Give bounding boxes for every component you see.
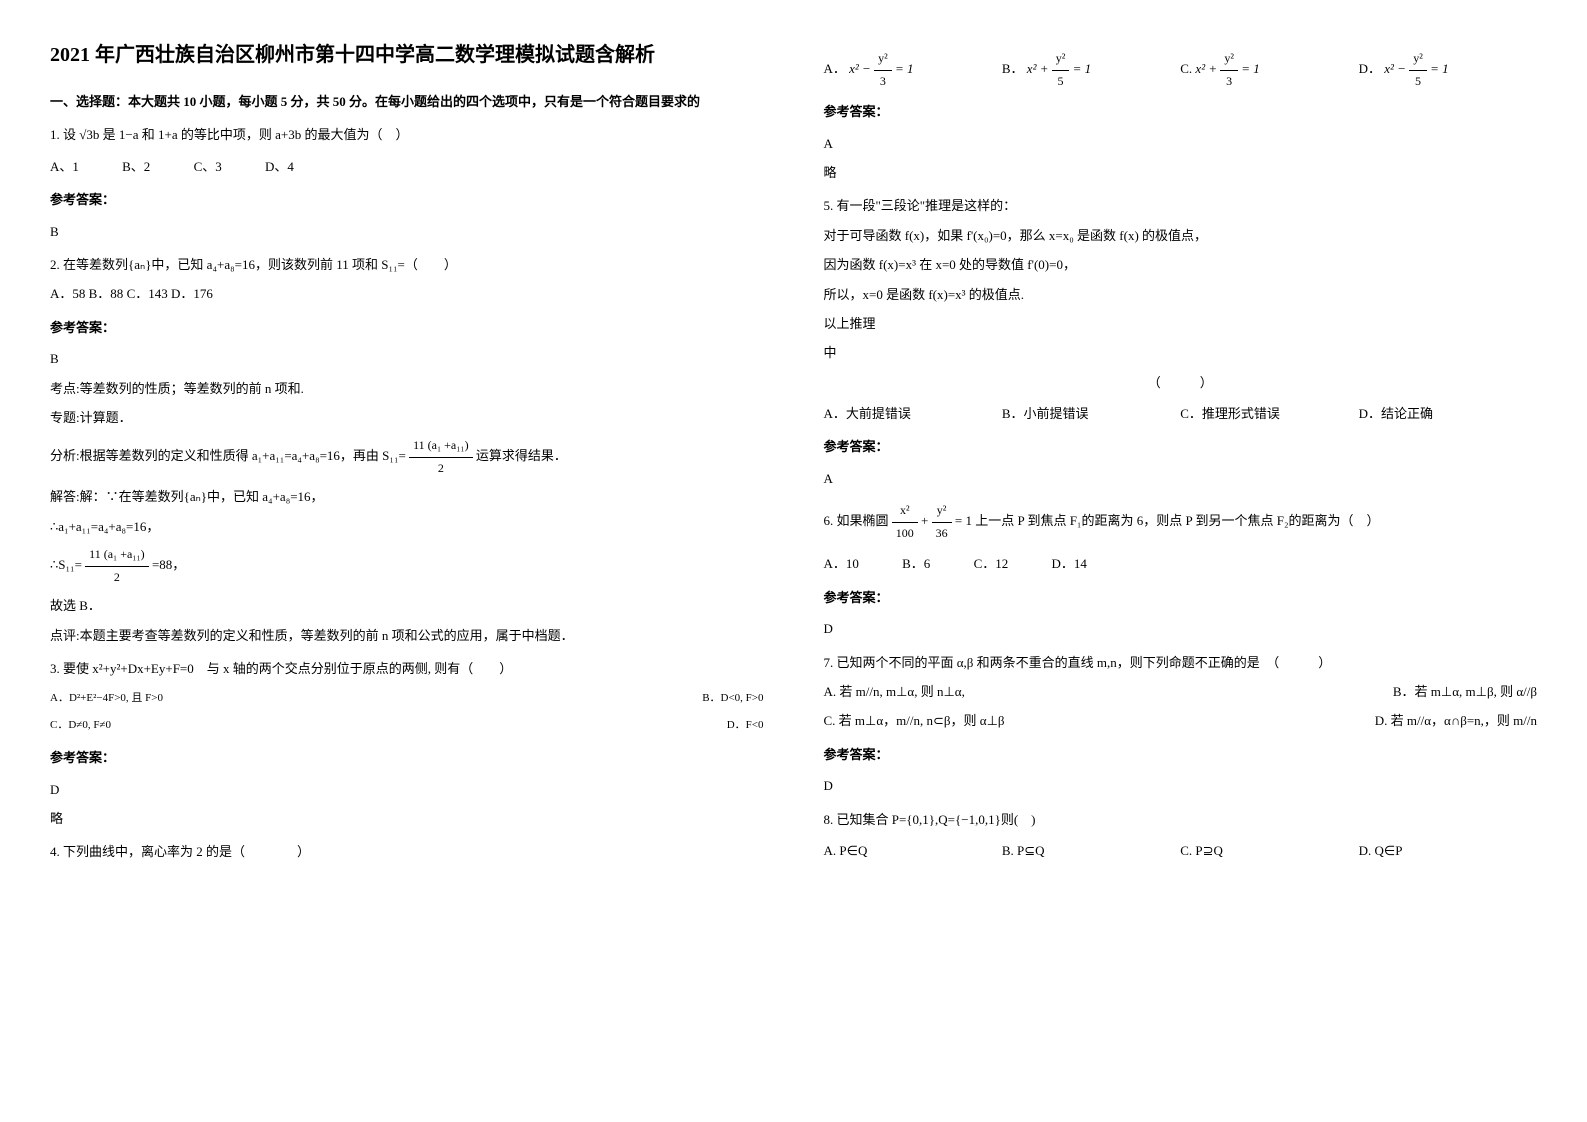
question-5: 5. 有一段"三段论"推理是这样的： 对于可导函数 f(x)，如果 f'(x₀)… bbox=[824, 194, 1538, 425]
q5-paren: （ ） bbox=[824, 371, 1538, 394]
q7-opt-b: B．若 m⊥α, m⊥β, 则 α//β bbox=[1393, 680, 1537, 703]
q3-opt-c: C．D≠0, F≠0 bbox=[50, 716, 111, 736]
q6-options: A．10 B．6 C．12 D．14 bbox=[824, 552, 1538, 575]
q4-opt-c: C. x² + y²3 = 1 bbox=[1180, 48, 1358, 92]
q6-opt-a: A．10 bbox=[824, 552, 859, 575]
q1-options: A、1 B、2 C、3 D、4 bbox=[50, 155, 764, 178]
answer-label-1: 参考答案： bbox=[50, 188, 764, 211]
q2-explain3: 分析:根据等差数列的定义和性质得 a₁+a₁₁=a₄+a₈=16，再由 S₁₁=… bbox=[50, 435, 764, 479]
answer-label-7: 参考答案： bbox=[824, 743, 1538, 766]
q5-options: A．大前提错误 B．小前提错误 C．推理形式错误 D．结论正确 bbox=[824, 402, 1538, 425]
q2-text: 2. 在等差数列{aₙ}中，已知 a₄+a₈=16，则该数列前 11 项和 S₁… bbox=[50, 253, 764, 276]
q2-opt-d: D．176 bbox=[171, 286, 213, 301]
q5-opt-c: C．推理形式错误 bbox=[1180, 402, 1358, 425]
q4-text: 4. 下列曲线中，离心率为 2 的是（ ） bbox=[50, 840, 764, 863]
q3-skip: 略 bbox=[50, 807, 764, 830]
answer-label-3: 参考答案： bbox=[50, 746, 764, 769]
section-header: 一、选择题：本大题共 10 小题，每小题 5 分，共 50 分。在每小题给出的四… bbox=[50, 90, 764, 113]
q3-answer: D bbox=[50, 778, 764, 801]
q8-opt-d: D. Q∈P bbox=[1359, 839, 1537, 862]
q2-explain7: 故选 B． bbox=[50, 594, 764, 617]
q2-answer: B bbox=[50, 347, 764, 370]
answer-label-2: 参考答案： bbox=[50, 316, 764, 339]
q1-opt-b: B、2 bbox=[122, 155, 150, 178]
question-1: 1. 设 √3b 是 1−a 和 1+a 的等比中项，则 a+3b 的最大值为（… bbox=[50, 123, 764, 178]
q5-line3: 所以，x=0 是函数 f(x)=x³ 的极值点. bbox=[824, 283, 1538, 306]
q4-answer: A bbox=[824, 132, 1538, 155]
q4-opt-d: D． x² − y²5 = 1 bbox=[1359, 48, 1537, 92]
q7-opt-d: D. 若 m//α，α∩β=n,，则 m//n bbox=[1375, 709, 1537, 732]
q2-explain1: 考点:等差数列的性质；等差数列的前 n 项和. bbox=[50, 377, 764, 400]
q3-opt-a: A．D²+E²−4F>0, 且 F>0 bbox=[50, 689, 163, 709]
question-2: 2. 在等差数列{aₙ}中，已知 a₄+a₈=16，则该数列前 11 项和 S₁… bbox=[50, 253, 764, 306]
question-4: 4. 下列曲线中，离心率为 2 的是（ ） bbox=[50, 840, 764, 863]
q6-text: 6. 如果椭圆 x² 100 + y² 36 = 1 上一点 P 到焦点 F₁的… bbox=[824, 500, 1538, 544]
q1-opt-d: D、4 bbox=[265, 155, 294, 178]
q1-opt-a: A、1 bbox=[50, 155, 79, 178]
answer-label-5: 参考答案： bbox=[824, 435, 1538, 458]
q1-opt-c: C、3 bbox=[194, 155, 222, 178]
q7-opt-a: A. 若 m//n, m⊥α, 则 n⊥α, bbox=[824, 680, 965, 703]
q6-opt-c: C．12 bbox=[974, 552, 1009, 575]
q2-opt-b: B．88 bbox=[89, 286, 124, 301]
q4-opt-a: A． x² − y²3 = 1 bbox=[824, 48, 1002, 92]
q3-opt-d: D．F<0 bbox=[727, 716, 764, 736]
q8-options: A. P∈Q B. P⊆Q C. P⊇Q D. Q∈P bbox=[824, 839, 1538, 862]
right-column: A． x² − y²3 = 1 B． x² + y²5 = 1 C. x² + … bbox=[824, 40, 1538, 874]
q6-answer: D bbox=[824, 617, 1538, 640]
q2-opt-a: A．58 bbox=[50, 286, 85, 301]
q2-opt-c: C．143 bbox=[127, 286, 168, 301]
q1-text: 1. 设 √3b 是 1−a 和 1+a 的等比中项，则 a+3b 的最大值为（… bbox=[50, 123, 764, 146]
q5-opt-d: D．结论正确 bbox=[1359, 402, 1537, 425]
q5-line2: 因为函数 f(x)=x³ 在 x=0 处的导数值 f'(0)=0， bbox=[824, 253, 1538, 276]
q8-text: 8. 已知集合 P={0,1},Q={−1,0,1}则( ) bbox=[824, 808, 1538, 831]
q2-explain4: 解答:解：∵在等差数列{aₙ}中，已知 a₄+a₈=16， bbox=[50, 485, 764, 508]
page-title: 2021 年广西壮族自治区柳州市第十四中学高二数学理模拟试题含解析 bbox=[50, 40, 764, 70]
q1-answer: B bbox=[50, 220, 764, 243]
left-column: 2021 年广西壮族自治区柳州市第十四中学高二数学理模拟试题含解析 一、选择题：… bbox=[50, 40, 764, 874]
ellipse-frac-1: x² 100 bbox=[892, 500, 918, 544]
q5-text: 5. 有一段"三段论"推理是这样的： bbox=[824, 194, 1538, 217]
q8-opt-a: A. P∈Q bbox=[824, 839, 1002, 862]
q4-opt-b: B． x² + y²5 = 1 bbox=[1002, 48, 1180, 92]
question-3: 3. 要使 x²+y²+Dx+Ey+F=0 与 x 轴的两个交点分别位于原点的两… bbox=[50, 657, 764, 736]
q8-opt-c: C. P⊇Q bbox=[1180, 839, 1358, 862]
question-7: 7. 已知两个不同的平面 α,β 和两条不重合的直线 m,n，则下列命题不正确的… bbox=[824, 651, 1538, 733]
q7-opt-c: C. 若 m⊥α，m//n, n⊂β，则 α⊥β bbox=[824, 709, 1005, 732]
fraction-1: 11 (a₁ +a₁₁) 2 bbox=[409, 435, 473, 479]
q7-text: 7. 已知两个不同的平面 α,β 和两条不重合的直线 m,n，则下列命题不正确的… bbox=[824, 651, 1538, 674]
q3-opt-b: B．D<0, F>0 bbox=[702, 689, 763, 709]
q2-explain2: 专题:计算题． bbox=[50, 406, 764, 429]
q5-line4: 以上推理 bbox=[824, 312, 1538, 335]
question-6: 6. 如果椭圆 x² 100 + y² 36 = 1 上一点 P 到焦点 F₁的… bbox=[824, 500, 1538, 576]
q6-opt-b: B．6 bbox=[902, 552, 930, 575]
q5-line1: 对于可导函数 f(x)，如果 f'(x₀)=0，那么 x=x₀ 是函数 f(x)… bbox=[824, 224, 1538, 247]
q7-answer: D bbox=[824, 774, 1538, 797]
q2-explain5: ∴a₁+a₁₁=a₄+a₈=16， bbox=[50, 515, 764, 538]
q5-opt-a: A．大前提错误 bbox=[824, 402, 1002, 425]
q3-text: 3. 要使 x²+y²+Dx+Ey+F=0 与 x 轴的两个交点分别位于原点的两… bbox=[50, 657, 764, 680]
q5-answer: A bbox=[824, 467, 1538, 490]
q4-options: A． x² − y²3 = 1 B． x² + y²5 = 1 C. x² + … bbox=[824, 48, 1538, 92]
q5-line5: 中 bbox=[824, 341, 1538, 364]
q2-explain8: 点评:本题主要考查等差数列的定义和性质，等差数列的前 n 项和公式的应用，属于中… bbox=[50, 624, 764, 647]
ellipse-frac-2: y² 36 bbox=[932, 500, 952, 544]
q8-opt-b: B. P⊆Q bbox=[1002, 839, 1180, 862]
q2-explain6: ∴S₁₁= 11 (a₁ +a₁₁) 2 =88， bbox=[50, 544, 764, 588]
answer-label-4: 参考答案： bbox=[824, 100, 1538, 123]
q6-opt-d: D．14 bbox=[1051, 552, 1086, 575]
q4-skip: 略 bbox=[824, 161, 1538, 184]
question-8: 8. 已知集合 P={0,1},Q={−1,0,1}则( ) A. P∈Q B.… bbox=[824, 808, 1538, 863]
q5-opt-b: B．小前提错误 bbox=[1002, 402, 1180, 425]
q2-options: A．58 B．88 C．143 D．176 bbox=[50, 282, 764, 305]
answer-label-6: 参考答案： bbox=[824, 586, 1538, 609]
fraction-2: 11 (a₁ +a₁₁) 2 bbox=[85, 544, 149, 588]
